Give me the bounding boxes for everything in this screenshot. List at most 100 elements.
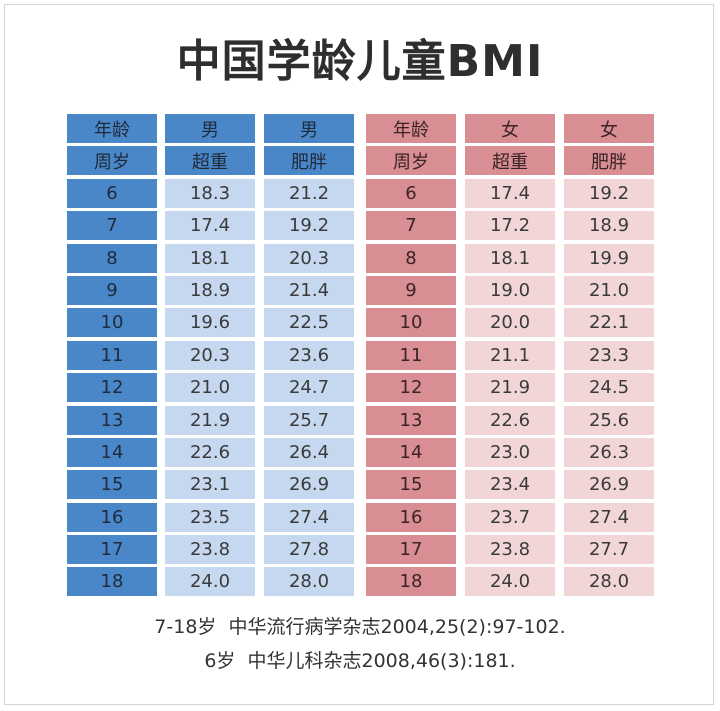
bmi-value-cell: 23.7 (465, 502, 555, 532)
column-header: 男 (264, 114, 354, 143)
age-cell: 15 (366, 470, 456, 500)
bmi-value-cell: 17.4 (465, 178, 555, 208)
column-header: 超重 (465, 146, 555, 176)
column-female-overweight: 女超重 17.4 17.2 18.1 19.0 20.0 21.1 21.9 22.6 23.0 2… (465, 114, 555, 600)
age-cell: 13 (366, 405, 456, 435)
bmi-value-cell: 18.9 (165, 275, 255, 305)
bmi-value-cell: 27.4 (564, 502, 654, 532)
age-cell: 16 (366, 502, 456, 532)
bmi-value-cell: 21.9 (465, 373, 555, 403)
bmi-value-cell: 23.0 (465, 437, 555, 467)
age-cell: 15 (67, 470, 157, 500)
bmi-value-cell: 17.4 (165, 211, 255, 241)
bmi-value-cell: 23.6 (264, 340, 354, 370)
column-female-age: 年龄周岁 6 7 8 9 10 11 12 13 14 15 16 17 18 (366, 114, 456, 600)
bmi-value-cell: 19.0 (465, 275, 555, 305)
bmi-value-cell: 19.9 (564, 243, 654, 273)
age-cell: 7 (366, 211, 456, 241)
bmi-value-cell: 22.6 (465, 405, 555, 435)
age-cell: 14 (67, 437, 157, 467)
page-frame (4, 4, 714, 705)
bmi-value-cell: 19.6 (165, 308, 255, 338)
bmi-value-cell: 24.0 (465, 567, 555, 597)
bmi-value-cell: 26.4 (264, 437, 354, 467)
column-header: 周岁 (67, 146, 157, 176)
source-note-1: 7-18岁 中华流行病学杂志2004,25(2):97-102. (154, 616, 566, 638)
age-cell: 12 (67, 373, 157, 403)
bmi-value-cell: 21.9 (165, 405, 255, 435)
age-cell: 13 (67, 405, 157, 435)
age-cell: 18 (366, 567, 456, 597)
age-cell: 6 (366, 178, 456, 208)
bmi-value-cell: 18.1 (465, 243, 555, 273)
column-male-obese: 男肥胖 21.2 19.2 20.3 21.4 22.5 23.6 24.7 25.7 26.4 2… (264, 114, 354, 600)
column-header: 周岁 (366, 146, 456, 176)
bmi-value-cell: 17.2 (465, 211, 555, 241)
age-cell: 16 (67, 502, 157, 532)
age-cell: 9 (67, 275, 157, 305)
bmi-value-cell: 24.7 (264, 373, 354, 403)
column-header: 男 (165, 114, 255, 143)
bmi-value-cell: 22.1 (564, 308, 654, 338)
column-header: 女 (465, 114, 555, 143)
bmi-value-cell: 25.7 (264, 405, 354, 435)
column-header: 超重 (165, 146, 255, 176)
bmi-value-cell: 19.2 (564, 178, 654, 208)
age-cell: 6 (67, 178, 157, 208)
bmi-value-cell: 26.9 (564, 470, 654, 500)
age-cell: 8 (366, 243, 456, 273)
column-header: 肥胖 (564, 146, 654, 176)
age-cell: 10 (366, 308, 456, 338)
age-cell: 7 (67, 211, 157, 241)
age-cell: 8 (67, 243, 157, 273)
bmi-value-cell: 23.1 (165, 470, 255, 500)
age-cell: 10 (67, 308, 157, 338)
age-cell: 11 (67, 340, 157, 370)
bmi-value-cell: 23.3 (564, 340, 654, 370)
age-cell: 17 (366, 535, 456, 565)
bmi-value-cell: 28.0 (264, 567, 354, 597)
bmi-value-cell: 23.8 (165, 535, 255, 565)
bmi-value-cell: 26.9 (264, 470, 354, 500)
age-cell: 11 (366, 340, 456, 370)
bmi-value-cell: 20.3 (165, 340, 255, 370)
bmi-value-cell: 28.0 (564, 567, 654, 597)
age-cell: 14 (366, 437, 456, 467)
bmi-value-cell: 27.7 (564, 535, 654, 565)
column-male-overweight: 男超重 18.3 17.4 18.1 18.9 19.6 20.3 21.0 21.9 22.6 2… (165, 114, 255, 600)
bmi-value-cell: 21.0 (564, 275, 654, 305)
age-cell: 18 (67, 567, 157, 597)
bmi-value-cell: 22.6 (165, 437, 255, 467)
bmi-value-cell: 23.8 (465, 535, 555, 565)
source-note-2: 6岁 中华儿科杂志2008,46(3):181. (204, 650, 516, 672)
column-header: 年龄 (67, 114, 157, 143)
bmi-value-cell: 20.0 (465, 308, 555, 338)
column-female-obese: 女肥胖 19.2 18.9 19.9 21.0 22.1 23.3 24.5 25.6 26.3 2… (564, 114, 654, 600)
bmi-value-cell: 24.0 (165, 567, 255, 597)
column-header: 女 (564, 114, 654, 143)
bmi-value-cell: 18.3 (165, 178, 255, 208)
bmi-value-cell: 26.3 (564, 437, 654, 467)
age-cell: 12 (366, 373, 456, 403)
bmi-value-cell: 23.4 (465, 470, 555, 500)
column-male-age: 年龄周岁 6 7 8 9 10 11 12 13 14 15 16 17 18 (67, 114, 157, 600)
bmi-value-cell: 27.4 (264, 502, 354, 532)
page-title: 中国学龄儿童BMI (176, 36, 544, 87)
bmi-value-cell: 22.5 (264, 308, 354, 338)
bmi-value-cell: 25.6 (564, 405, 654, 435)
bmi-value-cell: 23.5 (165, 502, 255, 532)
bmi-value-cell: 21.1 (465, 340, 555, 370)
bmi-value-cell: 18.9 (564, 211, 654, 241)
bmi-value-cell: 19.2 (264, 211, 354, 241)
bmi-value-cell: 24.5 (564, 373, 654, 403)
age-cell: 17 (67, 535, 157, 565)
age-cell: 9 (366, 275, 456, 305)
column-header: 年龄 (366, 114, 456, 143)
bmi-value-cell: 21.4 (264, 275, 354, 305)
bmi-value-cell: 21.2 (264, 178, 354, 208)
bmi-value-cell: 21.0 (165, 373, 255, 403)
bmi-value-cell: 27.8 (264, 535, 354, 565)
bmi-value-cell: 20.3 (264, 243, 354, 273)
column-header: 肥胖 (264, 146, 354, 176)
bmi-value-cell: 18.1 (165, 243, 255, 273)
